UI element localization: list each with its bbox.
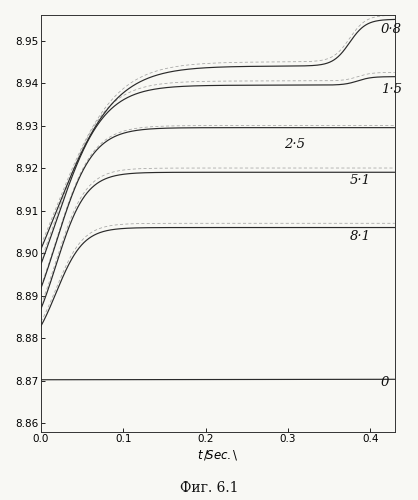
Text: 0: 0	[381, 376, 389, 389]
X-axis label: $t\,/\!\mathit{Sec.}\backslash$: $t\,/\!\mathit{Sec.}\backslash$	[197, 448, 239, 462]
Text: Фиг. 6.1: Фиг. 6.1	[180, 482, 238, 496]
Text: 8·1: 8·1	[349, 230, 370, 242]
Text: 5·1: 5·1	[349, 174, 370, 188]
Text: 2·5: 2·5	[284, 138, 305, 151]
Text: 1·5: 1·5	[381, 83, 402, 96]
Text: 0·8: 0·8	[381, 24, 402, 36]
